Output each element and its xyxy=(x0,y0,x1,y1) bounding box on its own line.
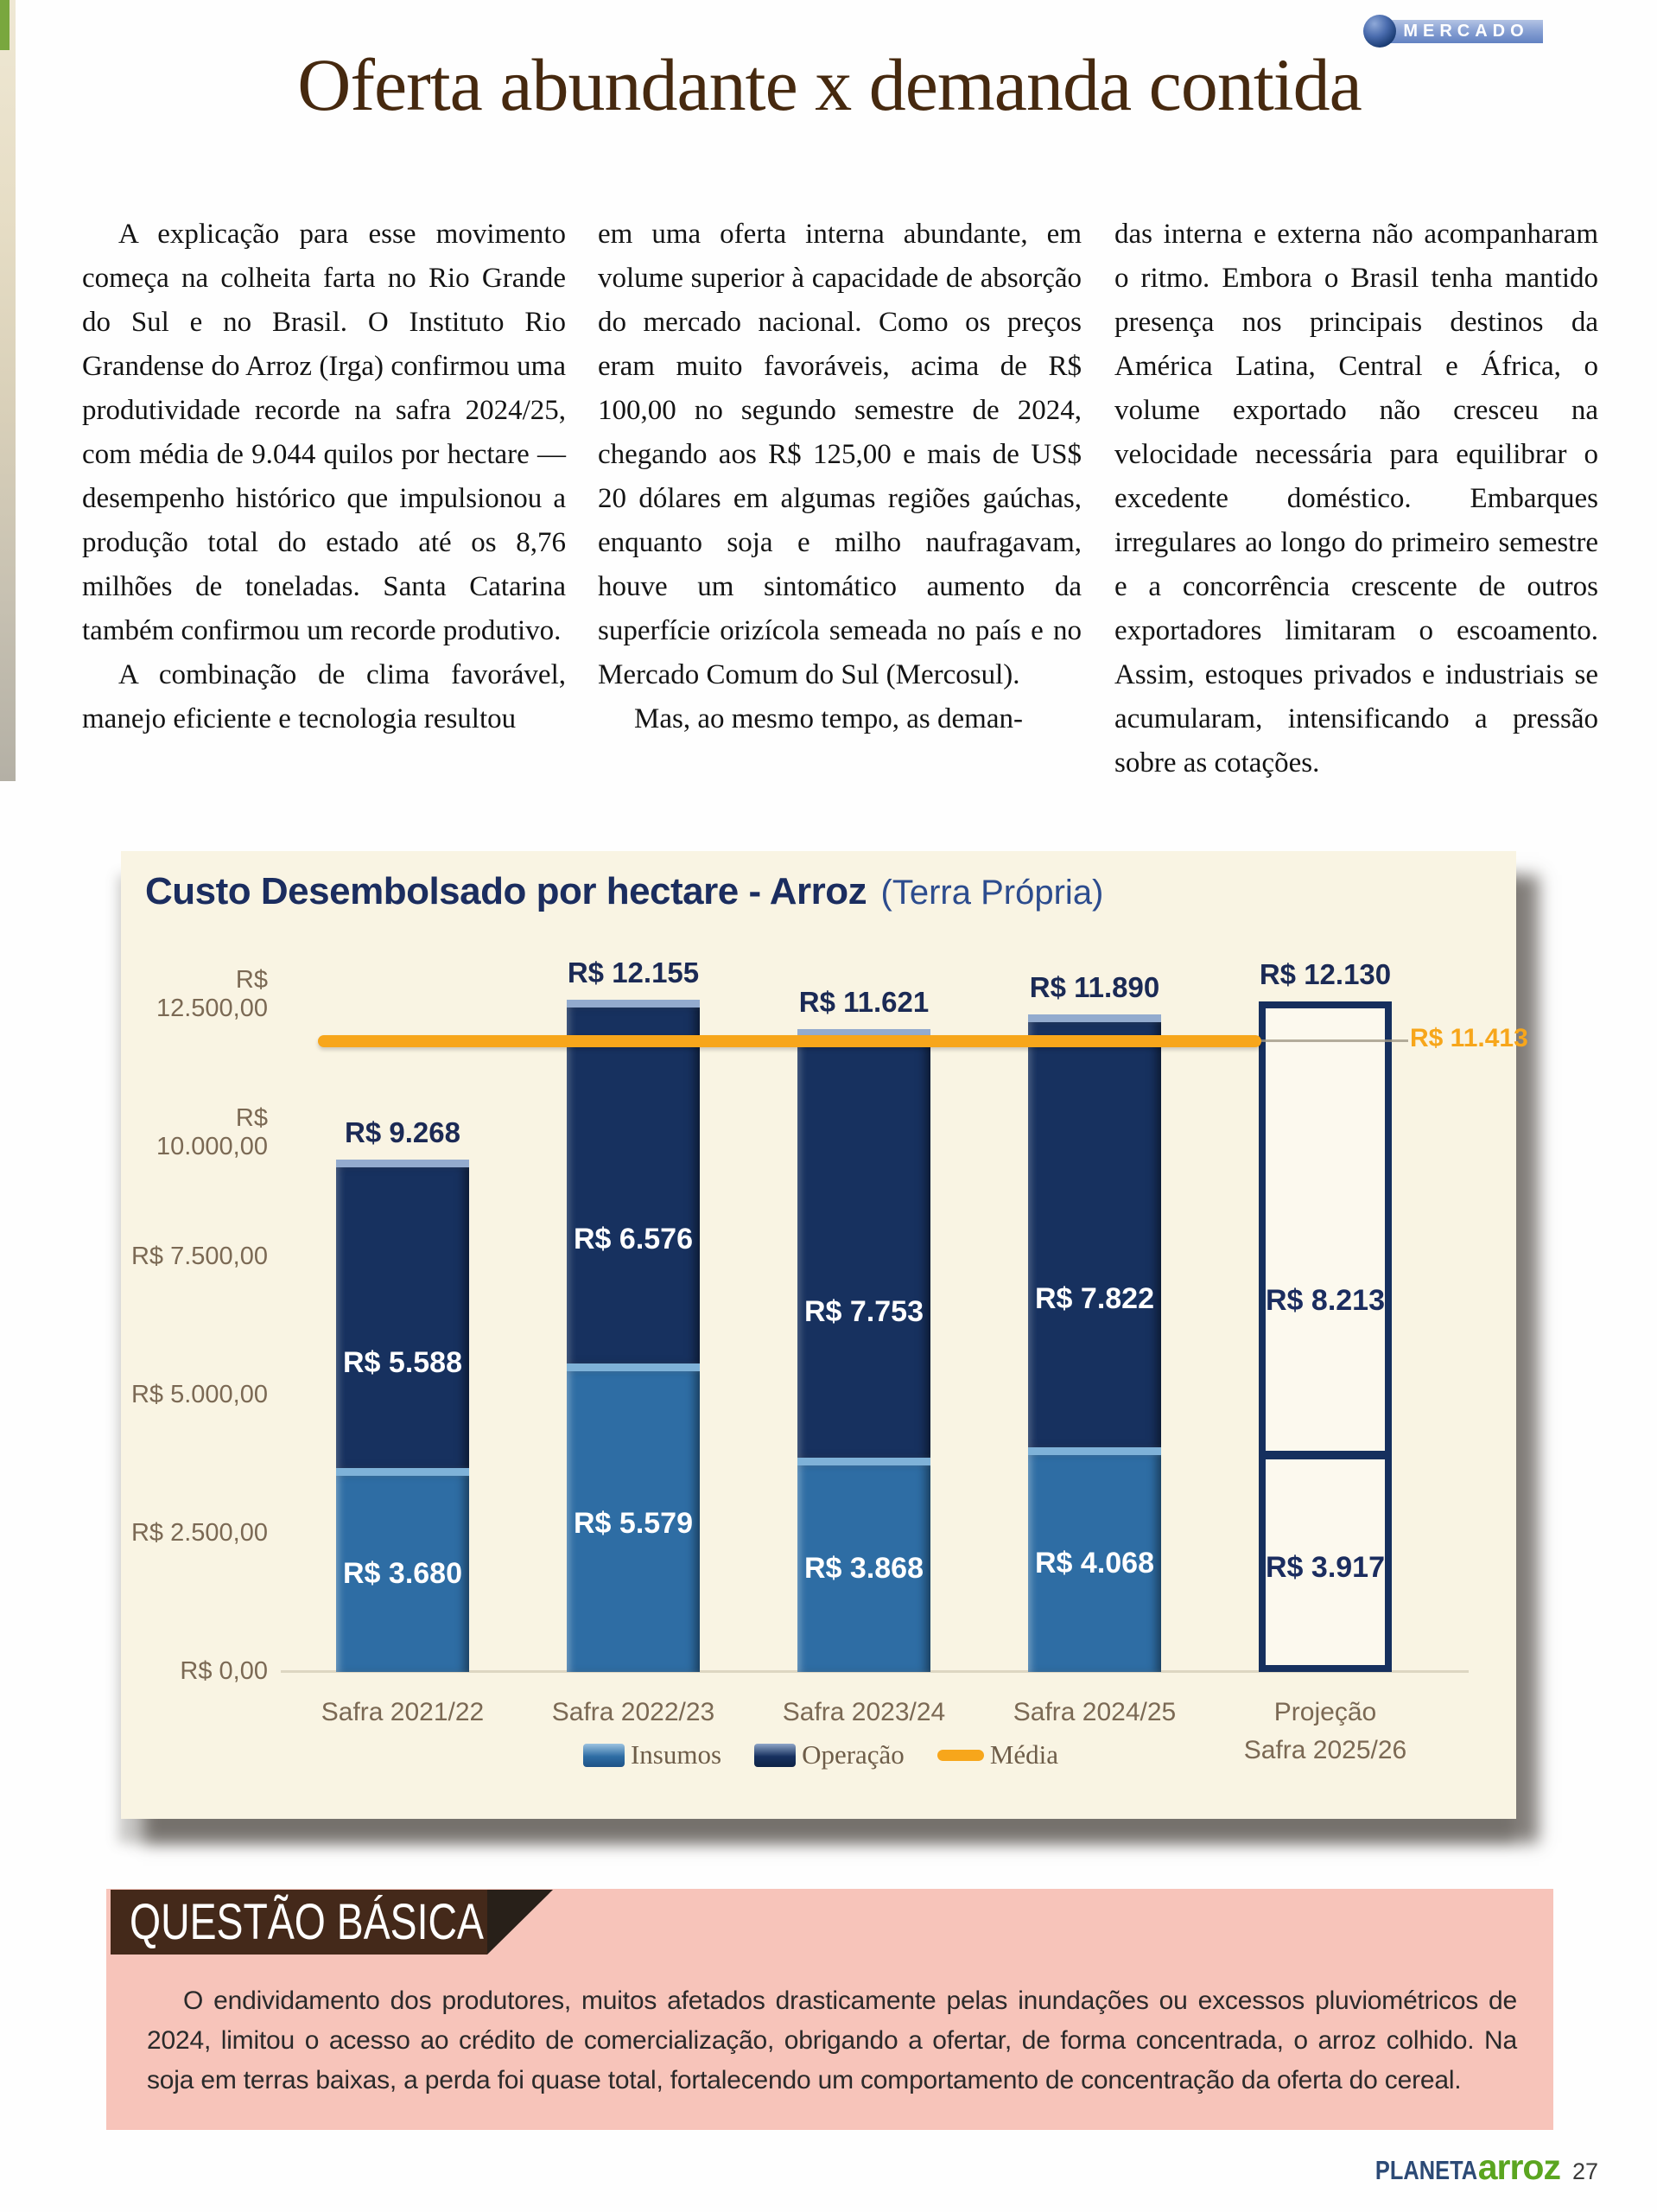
chart-plot: R$ 12.500,00 R$ 10.000,00 R$ 7.500,00 R$ 5.… xyxy=(121,851,1528,1819)
section-badge: MERCADO xyxy=(1363,14,1543,48)
x-axis-category-label: Safra 2024/25 xyxy=(1013,1698,1177,1726)
bar-operacao-value-label: R$ 6.576 xyxy=(574,1222,693,1255)
paragraph: A combinação de clima favorável, manejo … xyxy=(82,659,566,734)
section-badge-label: MERCADO xyxy=(1403,21,1529,41)
chart-subtitle: (Terra Própria) xyxy=(880,874,1104,912)
x-axis-category-label: Safra 2022/23 xyxy=(551,1698,715,1726)
question-box-header: QUESTÃO BÁSICA xyxy=(111,1890,487,1955)
chart-panel: Custo Desembolsado por hectare - Arroz (… xyxy=(121,851,1528,1819)
mean-value-label: R$ 11.413 xyxy=(1410,1023,1528,1052)
badge-bar: MERCADO xyxy=(1382,19,1543,43)
bar-operacao-value-label: R$ 7.753 xyxy=(804,1294,924,1328)
footer: PLANETA arroz 27 xyxy=(1296,2147,1598,2188)
mean-line xyxy=(318,1034,1261,1047)
article-column-1: A explicação para esse movimento começa … xyxy=(82,213,566,741)
question-box-title: QUESTÃO BÁSICA xyxy=(130,1894,484,1950)
article-column-3: das interna e externa não acompanharam o… xyxy=(1114,213,1598,785)
mean-line-connector xyxy=(1244,1039,1408,1042)
chart-title: Custo Desembolsado por hectare - Arroz xyxy=(145,870,867,912)
y-axis-tick-label: R$ 10.000,00 xyxy=(156,1104,268,1160)
legend-item: Insumos xyxy=(582,1739,722,1770)
bar-segment-divider xyxy=(1266,1451,1385,1460)
bar-segment-operacao xyxy=(1028,1014,1161,1447)
photo-strip-beige xyxy=(0,0,16,781)
y-axis-tick-label: R$ 12.500,00 xyxy=(156,966,268,1022)
page-title: Oferta abundante x demanda contida xyxy=(297,43,1362,126)
chart-legend: Insumos Operação Média xyxy=(276,1739,1365,1770)
bar-insumos-value-label: R$ 3.917 xyxy=(1266,1550,1385,1584)
legend-operacao-swatch-icon xyxy=(754,1743,797,1767)
paragraph: A explicação para esse movimento começa … xyxy=(82,219,566,646)
bar-segment-operacao xyxy=(797,1029,930,1459)
bar-total-label: R$ 12.155 xyxy=(567,957,700,989)
y-axis-tick-label: R$ 2.500,00 xyxy=(130,1519,268,1547)
question-box-text: O endividamento dos produtores, muitos a… xyxy=(147,1986,1517,2094)
x-axis-category-label: Safra 2023/24 xyxy=(782,1698,946,1726)
photo-strip-green xyxy=(0,0,10,50)
x-axis-category-label: Safra 2021/22 xyxy=(321,1698,485,1726)
legend-insumos-swatch-icon xyxy=(582,1743,625,1767)
bar-segment-operacao xyxy=(336,1159,469,1469)
bar-insumos-value-label: R$ 3.868 xyxy=(804,1552,924,1586)
bar-operacao-value-label: R$ 5.588 xyxy=(343,1345,462,1379)
bar-projection xyxy=(1259,1001,1392,1672)
x-axis-category-label: Projeção Safra 2025/26 xyxy=(1243,1698,1407,1764)
article-column-2: em uma oferta interna abundante, em volu… xyxy=(598,213,1082,741)
legend-item: Operação xyxy=(754,1739,905,1770)
y-axis-tick-label: R$ 0,00 xyxy=(180,1657,268,1685)
legend-label: Operação xyxy=(802,1739,905,1770)
paragraph: em uma oferta interna abundante, em volu… xyxy=(598,219,1082,690)
bar-total-label: R$ 9.268 xyxy=(345,1116,460,1148)
bar-segment-insumos xyxy=(1028,1446,1161,1672)
bar-total-label: R$ 12.130 xyxy=(1259,957,1392,990)
bar-segment-insumos xyxy=(567,1363,700,1672)
bar-segment-insumos xyxy=(336,1468,469,1672)
footer-logo-arroz: arroz xyxy=(1477,2147,1561,2187)
legend-label: Média xyxy=(989,1739,1059,1770)
bar-insumos-value-label: R$ 5.579 xyxy=(574,1506,693,1540)
bar-insumos-value-label: R$ 4.068 xyxy=(1035,1547,1154,1580)
bar-operacao-value-label: R$ 8.213 xyxy=(1266,1283,1385,1317)
paragraph: das interna e externa não acompanharam o… xyxy=(1114,219,1598,779)
y-axis-tick-label: R$ 5.000,00 xyxy=(130,1381,268,1408)
footer-logo-planeta: PLANETA xyxy=(1374,2155,1477,2185)
sphere-icon xyxy=(1363,15,1396,48)
page-number: 27 xyxy=(1571,2158,1598,2184)
bar-total-label: R$ 11.890 xyxy=(1029,971,1160,1004)
y-axis-tick-label: R$ 7.500,00 xyxy=(130,1243,268,1270)
paragraph: Mas, ao mesmo tempo, as deman- xyxy=(634,703,1023,734)
bar-operacao-value-label: R$ 7.822 xyxy=(1035,1282,1154,1316)
legend-label: Insumos xyxy=(630,1739,722,1770)
bar-insumos-value-label: R$ 3.680 xyxy=(343,1556,462,1590)
bar-segment-operacao xyxy=(567,1000,700,1363)
bar-segment-insumos xyxy=(797,1458,930,1672)
chart-header: Custo Desembolsado por hectare - Arroz (… xyxy=(145,870,1103,913)
bar-total-label: R$ 11.621 xyxy=(798,986,930,1019)
legend-media-swatch-icon xyxy=(936,1749,984,1761)
legend-item: Média xyxy=(936,1739,1059,1770)
